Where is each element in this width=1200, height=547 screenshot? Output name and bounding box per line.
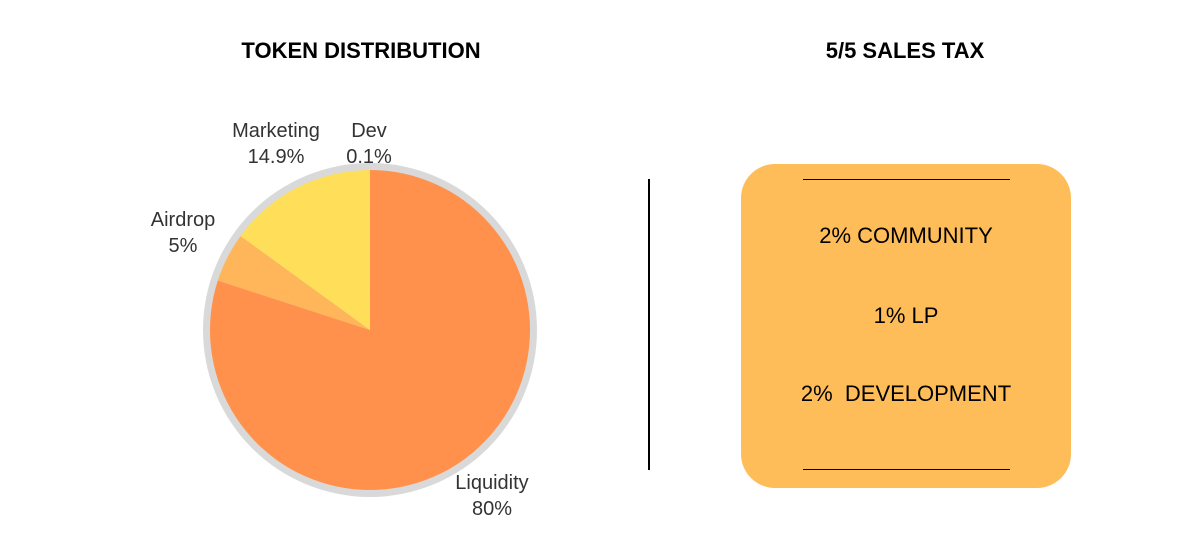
token-distribution-title: TOKEN DISTRIBUTION	[241, 38, 481, 63]
panel-divider	[648, 179, 650, 470]
pie-label-liquidity: Liquidity	[455, 472, 528, 494]
pie-label-marketing: Marketing	[232, 120, 320, 142]
pie-slice-airdrop	[217, 235, 370, 330]
pie-label-dev: Dev	[351, 120, 387, 142]
tax-item-lp: 1% LP	[873, 303, 939, 328]
pie-label-airdrop: Airdrop	[151, 209, 215, 231]
pie-value-label-airdrop: 5%	[169, 235, 198, 257]
pie-slice-dev	[368, 170, 370, 330]
pie-slice-marketing	[240, 170, 370, 330]
sales-tax-box: 2% COMMUNITY 1% LP 2% DEVELOPMENT	[741, 164, 1071, 488]
tax-item-development: 2% DEVELOPMENT	[800, 381, 1012, 406]
tax-box-top-rule	[803, 179, 1010, 180]
tax-box-bottom-rule	[803, 469, 1010, 470]
token-distribution-pie-chart: Liquidity 80% Airdrop 5% Marketing 14.9% Dev 0.…	[151, 120, 537, 520]
pie-value-label-liquidity: 80%	[472, 498, 512, 520]
tax-item-community: 2% COMMUNITY	[819, 223, 993, 248]
pie-value-label-dev: 0.1%	[346, 146, 392, 168]
pie-value-label-marketing: 14.9%	[248, 146, 305, 168]
sales-tax-title: 5/5 SALES TAX	[825, 38, 985, 63]
